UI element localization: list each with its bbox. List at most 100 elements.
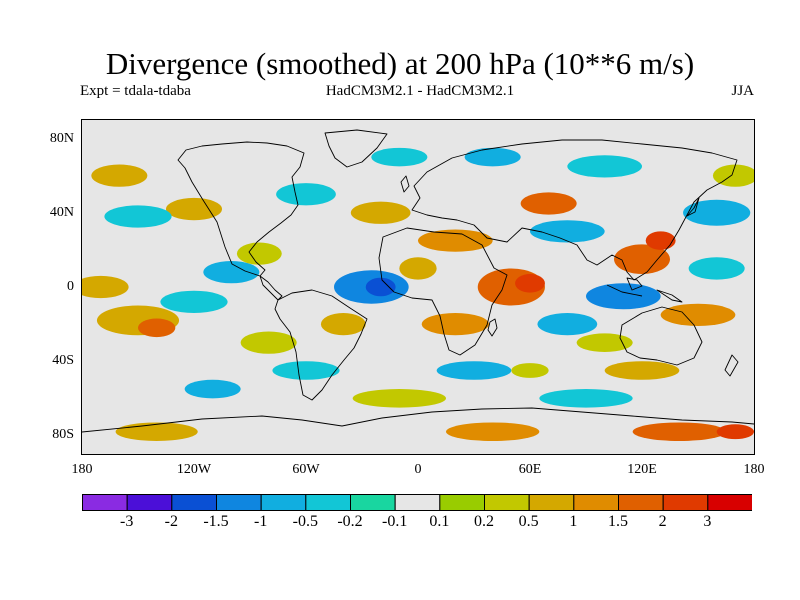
longitude-tick-label: 60E: [518, 462, 542, 477]
divergence-region: [539, 389, 633, 408]
coastline-new-zealand: [724, 354, 739, 377]
divergence-region: [567, 155, 642, 178]
coastline-antarctica: [82, 407, 754, 433]
divergence-region: [115, 422, 198, 442]
latitude-tick-label: 40S: [52, 353, 74, 369]
divergence-region: [436, 361, 512, 380]
divergence-region: [350, 201, 411, 224]
divergence-region: [604, 361, 680, 380]
colorbar-swatch: [171, 494, 217, 511]
coastline-indonesia: [606, 277, 683, 303]
divergence-region: [82, 275, 129, 299]
coastline-central-america: [259, 275, 283, 301]
divergence-region: [320, 312, 366, 336]
divergence-region: [104, 205, 172, 228]
divergence-region: [365, 277, 396, 297]
divergence-region: [586, 283, 661, 310]
colorbar-swatch: [707, 494, 752, 511]
colorbar-swatch: [394, 494, 441, 511]
divergence-region: [716, 424, 754, 440]
colorbar-tick-label: -0.1: [381, 513, 408, 530]
colorbar-swatch: [662, 494, 709, 511]
divergence-region: [645, 231, 676, 250]
divergence-region: [520, 192, 577, 215]
divergence-region: [515, 274, 545, 293]
colorbar-tick-label: -3: [119, 513, 134, 530]
divergence-region: [138, 318, 176, 338]
experiment-label: Expt = tdala-tdaba: [80, 83, 191, 99]
colorbar-tick-label: 2: [658, 513, 667, 530]
colorbar-swatch: [484, 494, 530, 511]
colorbar-tick-label: -0.5: [292, 513, 318, 530]
divergence-region: [240, 331, 297, 354]
latitude-tick-label: 80S: [52, 427, 74, 443]
latitude-tick-label: 80N: [49, 130, 74, 146]
colorbar-swatch: [439, 494, 485, 511]
coastline-greenland: [324, 129, 388, 168]
colorbar-swatch: [82, 494, 128, 511]
latitude-tick-label: 40N: [49, 204, 74, 220]
divergence-region: [399, 257, 437, 280]
colorbar-swatch: [305, 494, 351, 511]
colorbar-swatch: [573, 494, 619, 511]
coastline-australia: [619, 306, 703, 366]
longitude-tick-label: 0: [414, 462, 422, 477]
latitude-tick-label: 0: [67, 279, 74, 294]
divergence-region: [272, 361, 340, 380]
longitude-tick-label: 60W: [292, 462, 320, 477]
plot-title: Divergence (smoothed) at 200 hPa (10**6 …: [105, 46, 695, 81]
colorbar-tick-label: -2: [164, 513, 178, 530]
longitude-tick-label: 120E: [627, 462, 657, 477]
divergence-region: [632, 422, 726, 442]
colorbar-tick-label: 0.2: [474, 513, 494, 530]
divergence-region: [530, 220, 605, 243]
colorbar-tick-label: -1.5: [203, 513, 229, 530]
divergence-region: [537, 312, 598, 336]
divergence-region: [688, 257, 745, 280]
divergence-region: [166, 197, 222, 221]
longitude-tick-label: 120W: [176, 462, 212, 477]
divergence-region: [276, 183, 336, 206]
colorbar-swatch: [528, 494, 575, 511]
colorbar-tick-label: 0.1: [429, 513, 450, 530]
coastline-great-britain: [400, 175, 410, 193]
coastline-south-america: [274, 289, 368, 401]
divergence-region: [184, 379, 241, 399]
coastline-africa: [378, 227, 508, 356]
divergence-region: [91, 164, 148, 187]
divergence-region: [660, 303, 736, 326]
season-label: JJA: [731, 83, 754, 99]
coastline-north-america: [177, 141, 305, 277]
longitude-tick-label: 180: [743, 462, 765, 477]
colorbar: [82, 494, 752, 511]
colorbar-tick-label: -1: [253, 513, 268, 530]
divergence-region: [446, 422, 540, 442]
divergence-region: [464, 147, 521, 167]
divergence-region: [511, 363, 549, 378]
divergence-region: [203, 261, 260, 284]
colorbar-swatch: [350, 494, 396, 511]
coastline-eurasia: [411, 139, 738, 281]
model-comparison-label: HadCM3M2.1 - HadCM3M2.1: [325, 83, 515, 99]
divergence-region: [421, 312, 489, 336]
divergence-region: [418, 229, 493, 252]
colorbar-tick-label: 0.5: [518, 513, 539, 530]
divergence-region: [352, 389, 447, 408]
divergence-region: [576, 333, 633, 352]
map-frame: [81, 119, 755, 455]
colorbar-swatch: [260, 494, 307, 511]
colorbar-swatch: [126, 494, 173, 511]
divergence-region: [236, 242, 282, 265]
coastline-japan: [686, 197, 700, 217]
colorbar-tick-label: 1: [569, 513, 578, 530]
longitude-tick-label: 180: [71, 462, 93, 477]
colorbar-tick-label: -0.2: [337, 513, 363, 530]
colorbar-tick-label: 3: [703, 513, 712, 530]
divergence-region: [614, 244, 670, 275]
divergence-region: [160, 290, 228, 313]
colorbar-swatch: [216, 494, 262, 511]
divergence-map: [82, 129, 754, 442]
divergence-region: [371, 147, 428, 167]
coastline-madagascar: [487, 318, 498, 337]
colorbar-tick-label: 1.5: [608, 513, 628, 530]
